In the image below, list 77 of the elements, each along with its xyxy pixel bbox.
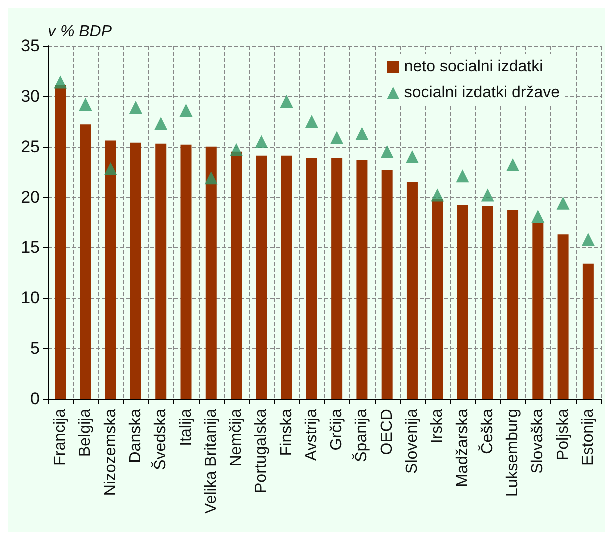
x-tick-label: Švedska <box>152 408 170 470</box>
x-tick-label: Danska <box>127 408 144 464</box>
point <box>255 135 268 148</box>
point <box>54 76 68 89</box>
bar <box>582 264 594 399</box>
point <box>79 98 92 111</box>
point <box>481 188 494 202</box>
bar <box>231 152 242 399</box>
bar <box>156 144 167 399</box>
bar <box>532 224 544 399</box>
x-tick-label: OECD <box>378 409 396 456</box>
bar <box>130 142 142 399</box>
x-tick-label: Portugalska <box>253 408 270 494</box>
point <box>431 188 444 202</box>
bar <box>332 158 343 399</box>
bar <box>356 160 368 399</box>
y-axis-title: v % BDP <box>48 24 112 40</box>
point <box>330 131 344 144</box>
bar <box>482 206 494 399</box>
y-tick-label: 25 <box>21 137 40 156</box>
point <box>532 210 545 223</box>
y-tick-label: 0 <box>30 390 40 408</box>
y-tick-label: 5 <box>30 339 40 358</box>
x-tick-label: Italija <box>178 408 195 446</box>
y-tick-label: 15 <box>21 238 40 258</box>
y-tick-label: 35 <box>21 36 40 56</box>
bar <box>406 182 418 399</box>
x-tick-label: Španija <box>352 408 371 462</box>
bar <box>306 158 318 399</box>
point <box>356 127 369 140</box>
bar <box>508 210 519 399</box>
x-tick-label: Slovenija <box>404 408 421 474</box>
point <box>406 150 419 164</box>
x-tick-label: Luksemburg <box>504 409 522 498</box>
point <box>104 162 118 176</box>
x-tick-label: Nizozemska <box>102 408 120 496</box>
x-tick-label: Irska <box>429 408 446 444</box>
point <box>506 158 520 172</box>
y-tick-label: 10 <box>21 288 40 308</box>
y-tick-label: 20 <box>21 188 40 207</box>
legend-label: neto socialni izdatki <box>404 58 544 76</box>
x-tick-label: Češka <box>478 408 496 454</box>
x-tick-label: Madžarska <box>454 408 472 488</box>
bar <box>55 85 66 399</box>
point <box>556 196 570 210</box>
y-tick-label: 30 <box>21 86 40 106</box>
x-tick-label: Poljska <box>554 408 572 461</box>
bar <box>281 156 292 399</box>
legend-label: socialni izdatki države <box>404 84 560 102</box>
point <box>230 143 244 156</box>
x-tick-label: Estonija <box>580 408 597 466</box>
bar <box>180 144 192 399</box>
bar <box>382 170 393 399</box>
bar <box>457 205 468 399</box>
bar <box>80 124 92 399</box>
point <box>180 104 193 118</box>
bar <box>256 156 268 399</box>
bar <box>558 234 569 399</box>
point <box>154 117 168 130</box>
x-tick-label: Belgija <box>77 408 94 458</box>
point <box>456 170 470 183</box>
point <box>582 233 595 246</box>
bar <box>432 199 444 399</box>
x-tick-label: Grčija <box>328 408 346 451</box>
point <box>305 115 318 128</box>
x-tick-label: Slovaška <box>530 408 547 474</box>
x-tick-label: Velika Britanija <box>202 408 220 514</box>
x-tick-label: Avstrija <box>303 408 320 462</box>
point <box>204 172 218 185</box>
point <box>380 145 394 158</box>
point <box>129 101 142 114</box>
bar <box>206 146 217 399</box>
point <box>280 94 294 108</box>
x-tick-label: Nemčija <box>228 408 246 467</box>
bar <box>105 140 116 399</box>
x-tick-label: Finska <box>278 408 296 456</box>
x-tick-label: Francija <box>52 408 70 466</box>
